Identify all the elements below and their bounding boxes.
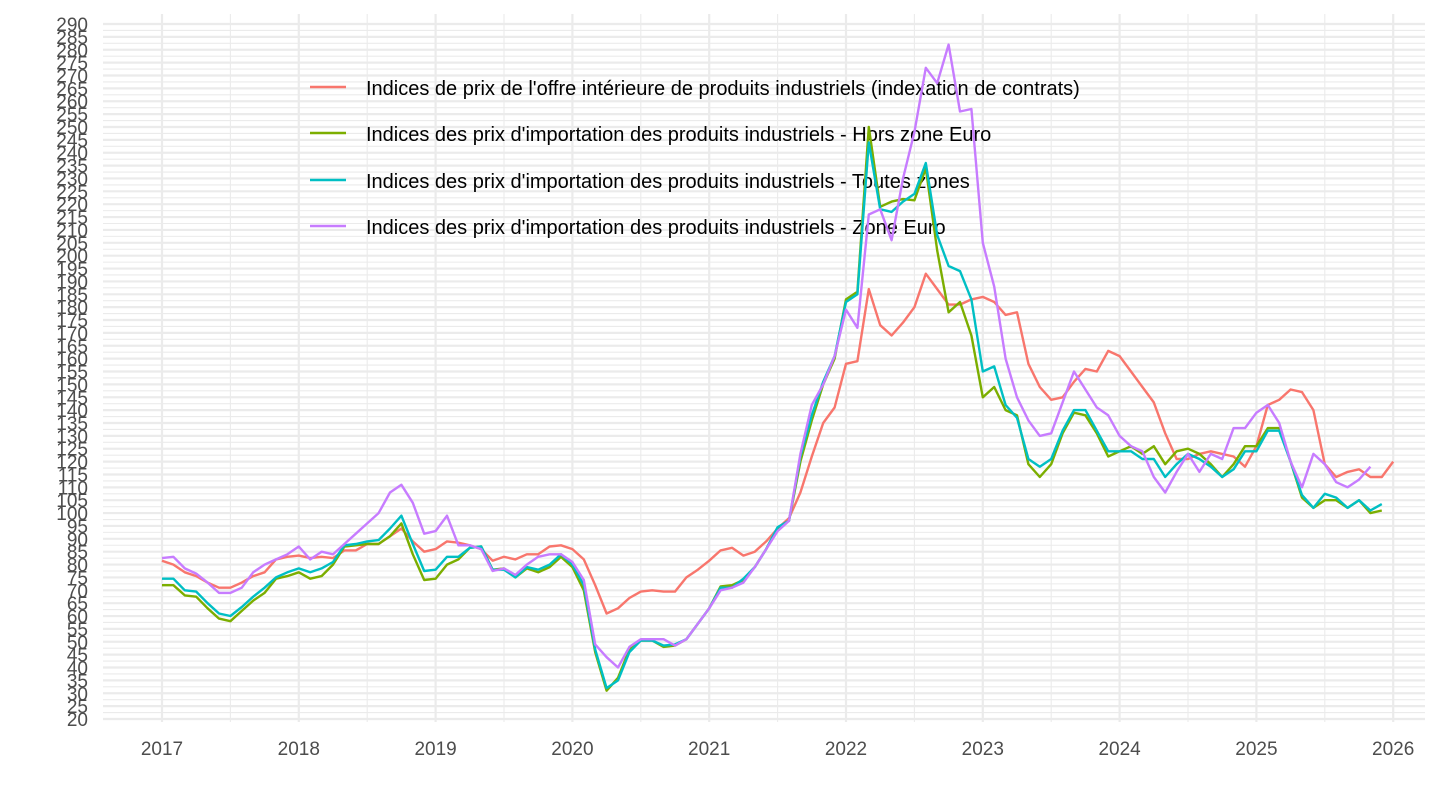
y-tick-label: 185 (56, 285, 88, 306)
y-tick-label: 45 (67, 646, 88, 667)
legend-label-0: Indices de prix de l'offre intérieure de… (366, 78, 1080, 100)
legend-label-2: Indices des prix d'importation des produ… (366, 171, 970, 193)
y-tick-label: 65 (67, 594, 88, 615)
y-tick-label: 205 (56, 234, 88, 255)
y-tick-label: 230 (56, 169, 88, 190)
legend-item-2: Indices des prix d'importation des produ… (310, 171, 970, 193)
y-tick-label: 235 (56, 157, 88, 178)
y-tick-label: 50 (67, 633, 88, 654)
y-tick-label: 105 (56, 491, 88, 512)
y-tick-label: 30 (67, 684, 88, 705)
y-tick-label: 190 (56, 272, 88, 293)
y-tick-label: 215 (56, 208, 88, 229)
legend-label-3: Indices des prix d'importation des produ… (366, 217, 946, 239)
y-tick-label: 20 (67, 710, 88, 731)
grid-major (103, 14, 1425, 722)
y-tick-label: 285 (56, 28, 88, 49)
y-tick-label: 260 (56, 92, 88, 113)
y-tick-label: 265 (56, 79, 88, 100)
y-tick-label: 210 (56, 221, 88, 242)
y-tick-label: 280 (56, 41, 88, 62)
x-tick-label: 2021 (688, 739, 730, 760)
y-tick-label: 120 (56, 453, 88, 474)
y-tick-label: 90 (67, 530, 88, 551)
y-tick-label: 175 (56, 311, 88, 332)
y-tick-label: 195 (56, 260, 88, 281)
y-tick-label: 250 (56, 118, 88, 139)
x-tick-label: 2019 (414, 739, 456, 760)
y-tick-label: 40 (67, 659, 88, 680)
y-tick-label: 140 (56, 401, 88, 422)
y-tick-label: 170 (56, 324, 88, 345)
legend-item-3: Indices des prix d'importation des produ… (310, 217, 946, 239)
y-tick-label: 290 (56, 15, 88, 36)
y-tick-label: 95 (67, 517, 88, 538)
x-axis-ticks: 2017 2018 2019 2020 2021 2022 2023 2024 2025 2026 (141, 739, 1414, 760)
x-tick-label: 2024 (1098, 739, 1141, 760)
y-tick-label: 35 (67, 671, 88, 692)
y-tick-label: 85 (67, 543, 88, 564)
legend-item-1: Indices des prix d'importation des produ… (310, 124, 991, 146)
series-line-3 (161, 43, 1372, 669)
legend-label-1: Indices des prix d'importation des produ… (366, 124, 991, 146)
x-tick-label: 2026 (1372, 739, 1414, 760)
grid-minor (103, 14, 1425, 722)
y-tick-label: 275 (56, 54, 88, 75)
x-tick-label: 2025 (1235, 739, 1277, 760)
x-tick-label: 2020 (551, 739, 593, 760)
x-tick-label: 2017 (141, 739, 183, 760)
y-tick-label: 135 (56, 414, 88, 435)
y-tick-label: 80 (67, 556, 88, 577)
x-tick-label: 2022 (825, 739, 867, 760)
y-tick-label: 255 (56, 105, 88, 126)
y-tick-label: 25 (67, 697, 88, 718)
legend-item-0: Indices de prix de l'offre intérieure de… (310, 78, 1080, 100)
y-tick-label: 150 (56, 375, 88, 396)
y-tick-label: 220 (56, 195, 88, 216)
y-tick-label: 60 (67, 607, 88, 628)
y-tick-label: 200 (56, 247, 88, 268)
y-tick-label: 165 (56, 337, 88, 358)
y-tick-label: 145 (56, 388, 88, 409)
y-tick-label: 100 (56, 504, 88, 525)
y-tick-label: 245 (56, 131, 88, 152)
y-tick-label: 180 (56, 298, 88, 319)
series-lines (161, 43, 1395, 692)
y-tick-label: 115 (58, 465, 88, 486)
legend: Indices de prix de l'offre intérieure de… (310, 78, 1080, 239)
y-tick-label: 110 (58, 478, 88, 499)
y-tick-label: 70 (67, 581, 88, 602)
y-tick-label: 160 (56, 350, 88, 371)
y-tick-label: 155 (56, 363, 88, 384)
y-tick-label: 240 (56, 144, 88, 165)
y-tick-label: 75 (67, 568, 88, 589)
x-tick-label: 2023 (962, 739, 1004, 760)
y-tick-label: 55 (67, 620, 88, 641)
x-tick-label: 2018 (278, 739, 320, 760)
y-tick-label: 125 (56, 440, 88, 461)
y-tick-label: 130 (56, 427, 88, 448)
y-tick-label: 270 (56, 67, 88, 88)
y-axis-ticks: 2025303540455055606570758085909510010511… (56, 15, 88, 731)
y-tick-label: 225 (56, 182, 88, 203)
